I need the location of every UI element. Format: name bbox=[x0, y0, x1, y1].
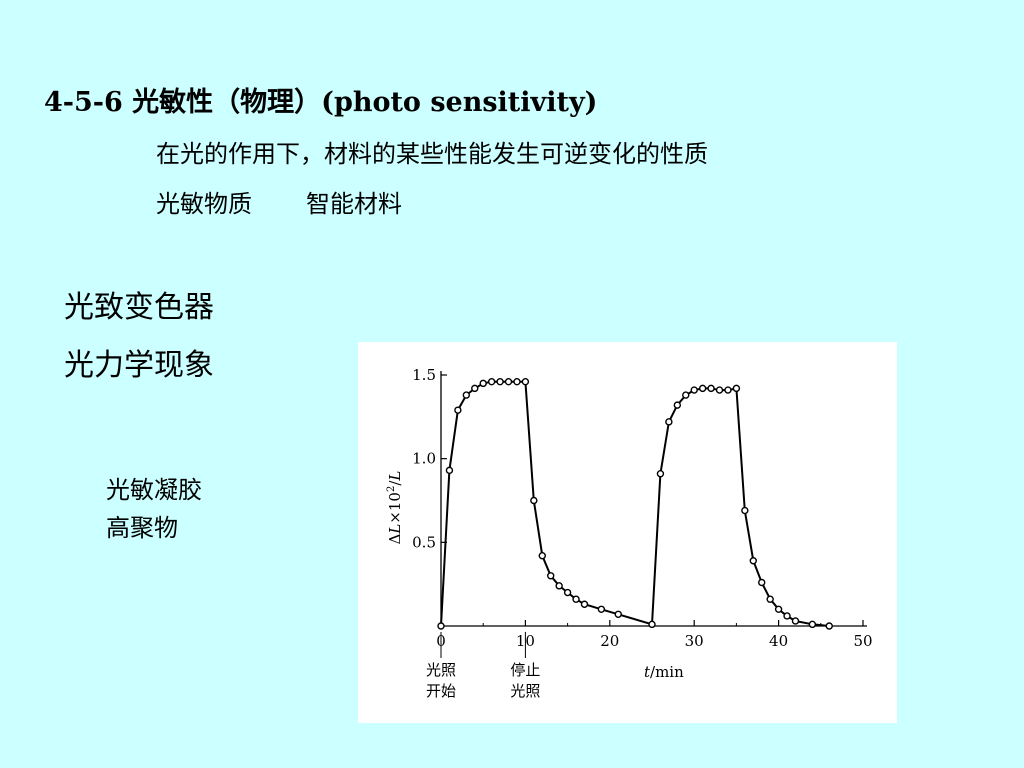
data-point bbox=[437, 622, 445, 630]
data-point bbox=[572, 595, 580, 603]
data-point bbox=[462, 391, 471, 399]
data-point bbox=[656, 470, 665, 478]
data-point bbox=[673, 401, 682, 409]
x-tick-label: 40 bbox=[769, 632, 788, 650]
data-point bbox=[597, 605, 606, 613]
item-photosensitive-substance: 光敏物质 bbox=[156, 190, 252, 218]
material-label-line1: 光敏凝胶 bbox=[106, 476, 202, 504]
data-point bbox=[563, 588, 572, 597]
data-point bbox=[783, 612, 791, 620]
data-point bbox=[504, 377, 513, 386]
y-tick-label: 1.5 bbox=[412, 366, 436, 384]
data-point bbox=[538, 552, 546, 560]
data-point bbox=[774, 605, 783, 613]
data-point bbox=[698, 384, 707, 393]
data-point bbox=[614, 610, 622, 618]
data-point bbox=[707, 384, 715, 393]
slide-title: 4-5-6 光敏性（物理）(photo sensitivity) bbox=[44, 87, 598, 118]
definition-text: 在光的作用下，材料的某些性能发生可逆变化的性质 bbox=[156, 140, 708, 168]
y-tick-label: 0.5 bbox=[412, 533, 436, 551]
data-point bbox=[530, 496, 538, 505]
y-axis-label: ΔL×102/L bbox=[386, 471, 404, 545]
topic-photomechanical: 光力学现象 bbox=[64, 348, 214, 383]
data-point bbox=[648, 620, 656, 629]
data-point bbox=[732, 384, 741, 393]
x-axis-label: t/min bbox=[644, 663, 684, 681]
data-point bbox=[479, 379, 487, 388]
data-point bbox=[741, 506, 749, 515]
data-point bbox=[487, 377, 496, 386]
data-point bbox=[715, 386, 724, 394]
data-point bbox=[445, 466, 454, 475]
data-point bbox=[766, 595, 774, 603]
data-point bbox=[547, 572, 555, 580]
annotation-label: 光照 bbox=[426, 661, 456, 679]
x-tick-label: 30 bbox=[685, 632, 704, 650]
data-point bbox=[665, 418, 673, 426]
data-point bbox=[521, 377, 530, 386]
series-line bbox=[440, 380, 830, 627]
data-point bbox=[454, 406, 462, 414]
data-point bbox=[690, 386, 698, 394]
material-label-line2: 高聚物 bbox=[106, 514, 178, 542]
data-point bbox=[580, 600, 589, 608]
items-line: 光敏物质 智能材料 bbox=[156, 184, 402, 219]
data-point bbox=[471, 384, 479, 393]
data-point bbox=[749, 557, 757, 565]
annotation-label: 开始 bbox=[426, 682, 456, 700]
data-point bbox=[825, 622, 833, 630]
data-point bbox=[555, 582, 563, 590]
topic-photochromic: 光致变色器 bbox=[64, 290, 214, 325]
data-point bbox=[496, 377, 504, 386]
photosensitivity-chart: 0 10 20 30 40 500.51.01.5ΔL×102/Lt/min光照开始停止光… bbox=[386, 366, 873, 700]
chart-panel: 0 10 20 30 40 50 0.5 1.0 1.5 ΔL×102/L t/min 光照 开始 停止光… bbox=[358, 342, 897, 723]
item-smart-material: 智能材料 bbox=[306, 190, 402, 218]
data-point bbox=[791, 617, 800, 625]
chart-data-layer bbox=[437, 377, 833, 630]
annotation-label: 光照 bbox=[510, 682, 540, 700]
chart-labels: 0 10 20 30 40 500.51.01.5ΔL×102/Lt/min光照开始停止光… bbox=[386, 366, 873, 700]
data-point bbox=[682, 391, 690, 399]
data-point bbox=[724, 386, 732, 394]
data-point bbox=[513, 377, 521, 386]
x-tick-label: 50 bbox=[853, 632, 872, 650]
annotation-label: 停止 bbox=[510, 661, 540, 679]
x-tick-label: 20 bbox=[600, 632, 619, 650]
data-point bbox=[758, 578, 766, 587]
y-tick-label: 1.0 bbox=[412, 450, 436, 468]
data-point bbox=[808, 620, 817, 629]
